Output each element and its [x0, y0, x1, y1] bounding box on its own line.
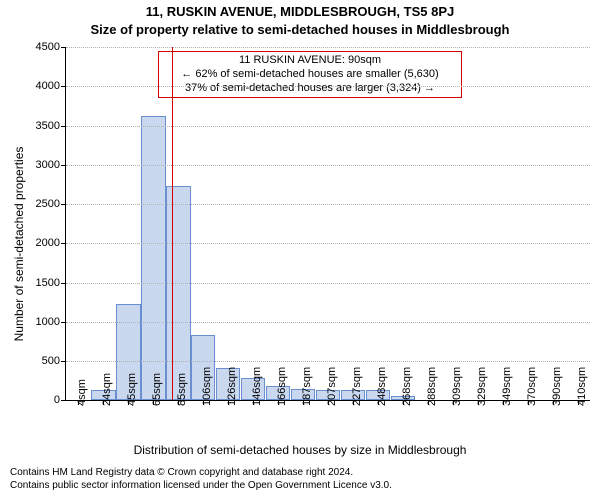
xtick-label: 329sqm: [476, 367, 488, 406]
ytick-label: 2500: [36, 198, 66, 210]
bar-slot: 166sqm: [266, 47, 291, 400]
annotation-line: ← 62% of semi-detached houses are smalle…: [165, 68, 455, 82]
gridline: [66, 47, 590, 48]
bar-slot: 4sqm: [66, 47, 91, 400]
gridline: [66, 86, 590, 87]
xtick-label: 268sqm: [401, 367, 413, 406]
xtick-label: 45sqm: [126, 373, 138, 406]
bar-slot: 309sqm: [440, 47, 465, 400]
bar-slot: 288sqm: [415, 47, 440, 400]
bar-slot: 227sqm: [340, 47, 365, 400]
bar-slot: 248sqm: [365, 47, 390, 400]
bar-slot: 268sqm: [390, 47, 415, 400]
bar-slot: 24sqm: [91, 47, 116, 400]
bar-slot: 207sqm: [316, 47, 341, 400]
plot-area: 4sqm24sqm45sqm65sqm85sqm106sqm126sqm146s…: [65, 47, 590, 401]
xtick-label: 146sqm: [251, 367, 263, 406]
bar-slot: 329sqm: [465, 47, 490, 400]
ytick-label: 4000: [36, 80, 66, 92]
page-subtitle: Size of property relative to semi-detach…: [0, 20, 600, 42]
xtick-label: 187sqm: [301, 367, 313, 406]
xtick-label: 207sqm: [326, 367, 338, 406]
bar-slot: 45sqm: [116, 47, 141, 400]
xtick-label: 4sqm: [76, 379, 88, 406]
gridline: [66, 361, 590, 362]
ytick-label: 1000: [36, 316, 66, 328]
xtick-label: 410sqm: [576, 367, 588, 406]
ytick-label: 1500: [36, 277, 66, 289]
xtick-label: 390sqm: [551, 367, 563, 406]
xtick-label: 227sqm: [351, 367, 363, 406]
ytick-label: 500: [42, 355, 66, 367]
footer-line-1: Contains HM Land Registry data © Crown c…: [10, 467, 590, 480]
reference-line: [172, 47, 173, 400]
gridline: [66, 243, 590, 244]
bar-slot: 65sqm: [141, 47, 166, 400]
bar-slot: 410sqm: [565, 47, 590, 400]
xtick-label: 85sqm: [176, 373, 188, 406]
ytick-label: 0: [54, 394, 66, 406]
ytick-label: 2000: [36, 237, 66, 249]
xtick-label: 288sqm: [426, 367, 438, 406]
chart: Number of semi-detached properties 4sqm2…: [0, 41, 600, 461]
bar-slot: 106sqm: [191, 47, 216, 400]
bar-slot: 187sqm: [291, 47, 316, 400]
gridline: [66, 283, 590, 284]
xtick-label: 24sqm: [101, 373, 113, 406]
xtick-label: 126sqm: [226, 367, 238, 406]
page-title: 11, RUSKIN AVENUE, MIDDLESBROUGH, TS5 8P…: [0, 0, 600, 20]
gridline: [66, 322, 590, 323]
bar-slot: 349sqm: [490, 47, 515, 400]
xtick-label: 65sqm: [151, 373, 163, 406]
xtick-label: 370sqm: [526, 367, 538, 406]
xtick-label: 248sqm: [376, 367, 388, 406]
xtick-label: 349sqm: [501, 367, 513, 406]
gridline: [66, 165, 590, 166]
bar-slot: 146sqm: [241, 47, 266, 400]
y-axis-label: Number of semi-detached properties: [12, 49, 26, 244]
annotation-box: 11 RUSKIN AVENUE: 90sqm← 62% of semi-det…: [158, 51, 462, 98]
bar: [141, 116, 165, 400]
xtick-label: 106sqm: [201, 367, 213, 406]
xtick-label: 166sqm: [276, 367, 288, 406]
footer-line-2: Contains public sector information licen…: [10, 480, 590, 493]
ytick-label: 4500: [36, 41, 66, 53]
bar: [166, 186, 190, 400]
gridline: [66, 126, 590, 127]
ytick-label: 3000: [36, 159, 66, 171]
annotation-line: 11 RUSKIN AVENUE: 90sqm: [165, 54, 455, 68]
bar-slot: 370sqm: [515, 47, 540, 400]
x-axis-label: Distribution of semi-detached houses by …: [0, 443, 600, 457]
bar-slot: 85sqm: [166, 47, 191, 400]
bar-slot: 126sqm: [216, 47, 241, 400]
bar-slot: 390sqm: [540, 47, 565, 400]
ytick-label: 3500: [36, 120, 66, 132]
gridline: [66, 204, 590, 205]
footer: Contains HM Land Registry data © Crown c…: [0, 461, 600, 492]
xtick-label: 309sqm: [451, 367, 463, 406]
annotation-line: 37% of semi-detached houses are larger (…: [165, 82, 455, 96]
bars-container: 4sqm24sqm45sqm65sqm85sqm106sqm126sqm146s…: [66, 47, 590, 400]
